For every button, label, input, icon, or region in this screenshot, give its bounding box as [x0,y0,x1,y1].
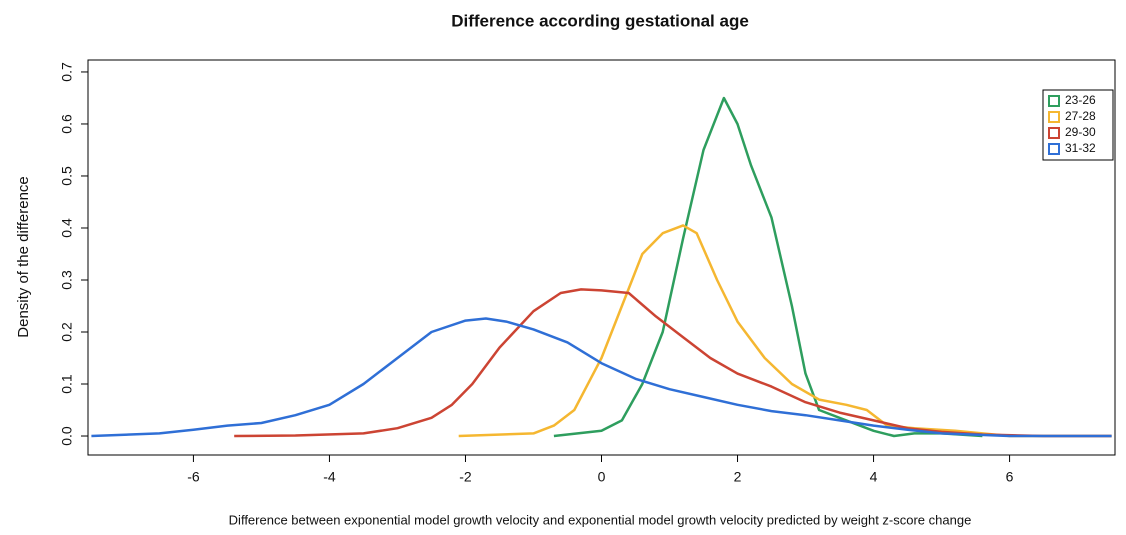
legend-box [1042,89,1114,161]
y-tick-label: 0.2 [59,322,75,342]
x-tick-label: 0 [598,469,606,485]
legend-swatch [1048,111,1060,123]
y-axis-label: Density of the difference [15,176,32,337]
y-tick-label: 0.0 [59,426,75,446]
legend-label: 31-32 [1065,141,1096,155]
y-tick-label: 0.7 [59,62,75,82]
legend-swatch [1048,95,1060,107]
legend-label: 29-30 [1065,125,1096,139]
plot-frame [87,59,1116,456]
x-axis-label: Difference between exponential model gro… [229,512,972,527]
y-tick-label: 0.1 [59,374,75,394]
y-tick-label: 0.3 [59,270,75,290]
legend-swatch [1048,143,1060,155]
y-tick-label: 0.6 [59,114,75,134]
x-tick-label: 6 [1006,469,1014,485]
density-line [91,317,1112,438]
y-tick-label: 0.5 [59,166,75,186]
density-line [234,288,1112,438]
legend-label: 23-26 [1065,93,1096,107]
x-tick-label: -2 [459,469,472,485]
y-tick-label: 0.4 [59,218,75,238]
density-line [553,96,983,438]
x-tick-label: 2 [734,469,742,485]
x-tick-label: 4 [870,469,878,485]
chart-title: Difference according gestational age [451,11,749,30]
legend-label: 27-28 [1065,109,1096,123]
x-tick-label: -6 [187,469,200,485]
x-tick-label: -4 [323,469,336,485]
legend-swatch [1048,127,1060,139]
density-line [458,224,1112,438]
